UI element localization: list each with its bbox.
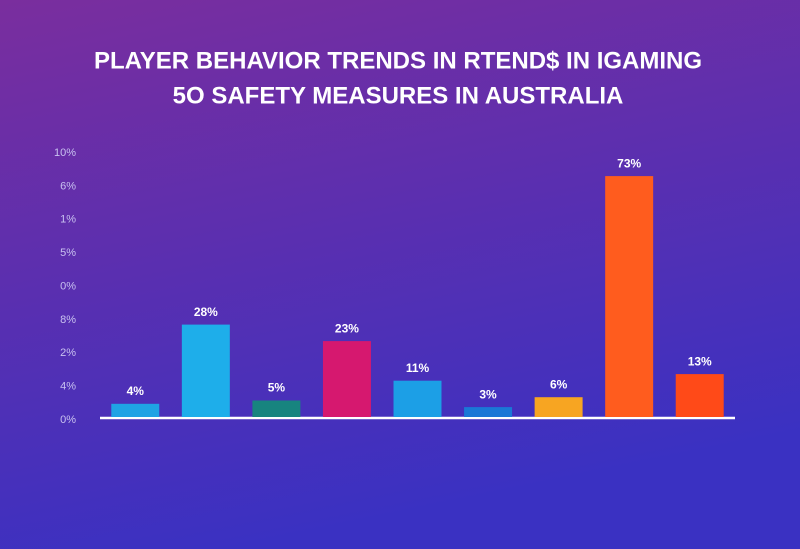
chart-title: 5O SAFETY MEASURES IN AUSTRALIA — [173, 82, 624, 109]
value-label: 23% — [335, 321, 359, 335]
value-label: 28% — [194, 305, 218, 319]
y-axis-label: 2% — [60, 347, 76, 359]
value-label: 4% — [127, 384, 145, 398]
value-label: 6% — [550, 377, 568, 391]
bar — [252, 400, 301, 417]
bar — [605, 176, 654, 417]
bar — [111, 403, 160, 417]
value-label: 13% — [688, 354, 712, 368]
bar — [181, 324, 230, 417]
value-label: 73% — [617, 156, 641, 170]
value-label: 11% — [406, 361, 430, 375]
bar — [393, 380, 442, 417]
bar — [322, 341, 371, 417]
y-axis-label: 10% — [54, 147, 76, 159]
y-axis-label: 8% — [60, 314, 76, 326]
y-axis-label: 0% — [60, 414, 76, 426]
bar — [464, 407, 513, 417]
y-axis-label: 0% — [60, 280, 76, 292]
y-axis-label: 6% — [60, 180, 76, 192]
chart-title: PLAYER BEHAVIOR TRENDS IN RTEND$ IN IGAM… — [94, 47, 702, 74]
bar — [675, 374, 724, 417]
value-label: 5% — [268, 381, 286, 395]
bar — [534, 397, 583, 417]
y-axis-label: 4% — [60, 381, 76, 393]
y-axis-label: 1% — [60, 214, 76, 226]
y-axis-label: 5% — [60, 247, 76, 259]
value-label: 3% — [479, 387, 497, 401]
